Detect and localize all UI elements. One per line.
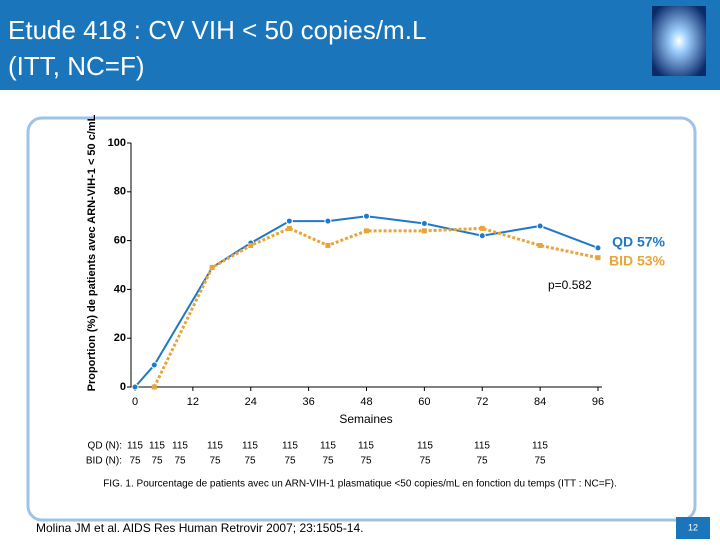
point — [421, 228, 427, 234]
x-tick-label: 84 — [534, 396, 546, 408]
point — [537, 242, 543, 248]
point — [286, 225, 292, 231]
point — [285, 217, 293, 225]
point — [595, 255, 601, 261]
x-axis-label: Semaines — [339, 412, 392, 426]
chart-frame — [26, 116, 697, 522]
point — [364, 228, 369, 234]
x-tick-label: 36 — [303, 396, 315, 408]
y-tick-label: 100 — [108, 137, 126, 149]
n-value: 115 — [282, 441, 298, 452]
x-tick-label: 60 — [418, 396, 430, 408]
n-value: 75 — [129, 456, 141, 467]
end-label: QD 57% — [612, 234, 665, 250]
n-value: 115 — [127, 441, 143, 452]
n-value: 115 — [532, 441, 548, 452]
n-row-label: QD (N): — [88, 441, 122, 452]
caption: FIG. 1. Pourcentage de patients avec un … — [103, 479, 617, 490]
x-tick-label: 12 — [187, 396, 199, 408]
x-tick-label: 96 — [592, 396, 604, 408]
point — [478, 232, 486, 240]
point — [479, 225, 485, 231]
page-badge — [676, 517, 710, 539]
point — [363, 212, 370, 220]
x-tick-label: 24 — [245, 396, 257, 408]
n-value: 115 — [358, 441, 374, 452]
n-value: 75 — [534, 456, 546, 467]
x-tick-label: 0 — [132, 396, 138, 408]
x-tick-label: 72 — [476, 396, 488, 408]
p-value: p=0.582 — [548, 278, 592, 292]
n-value: 75 — [209, 456, 221, 467]
x-tick-label: 48 — [360, 396, 372, 408]
n-value: 115 — [172, 441, 188, 452]
n-value: 75 — [174, 456, 186, 467]
n-row-label: BID (N): — [86, 456, 122, 467]
n-value: 75 — [360, 456, 372, 467]
title-bar — [0, 0, 720, 90]
y-tick-label: 60 — [114, 235, 126, 247]
n-value: 115 — [149, 441, 165, 452]
end-label: BID 53% — [609, 253, 666, 269]
n-value: 75 — [322, 456, 334, 467]
n-value: 115 — [417, 441, 433, 452]
point — [248, 242, 254, 248]
n-value: 75 — [476, 456, 488, 467]
page-number: 12 — [688, 522, 698, 532]
title-line: Etude 418 : CV VIH < 50 copies/m.L — [8, 15, 426, 45]
n-value: 115 — [474, 441, 490, 452]
point — [131, 383, 139, 391]
n-value: 115 — [242, 441, 258, 452]
point — [594, 244, 602, 252]
point — [325, 242, 331, 248]
point — [324, 217, 332, 225]
y-tick-label: 80 — [114, 186, 126, 198]
n-value: 75 — [419, 456, 431, 467]
point — [209, 264, 215, 270]
y-axis-label: Proportion (%) de patients avec ARN-VIH-… — [86, 114, 98, 391]
footer: Molina JM et al. AIDS Res Human Retrovir… — [36, 521, 364, 535]
title-line: (ITT, NC=F) — [8, 51, 145, 81]
n-value: 115 — [320, 441, 336, 452]
point — [151, 384, 157, 390]
point — [536, 222, 544, 230]
point — [420, 220, 428, 228]
decor-image — [652, 6, 706, 76]
point — [150, 361, 158, 369]
n-value: 115 — [207, 441, 223, 452]
n-value: 75 — [244, 456, 256, 467]
y-tick-label: 0 — [120, 381, 126, 393]
y-tick-label: 20 — [114, 332, 126, 344]
n-value: 75 — [151, 456, 163, 467]
y-tick-label: 40 — [114, 283, 126, 295]
n-value: 75 — [284, 456, 296, 467]
series-line — [152, 226, 599, 388]
